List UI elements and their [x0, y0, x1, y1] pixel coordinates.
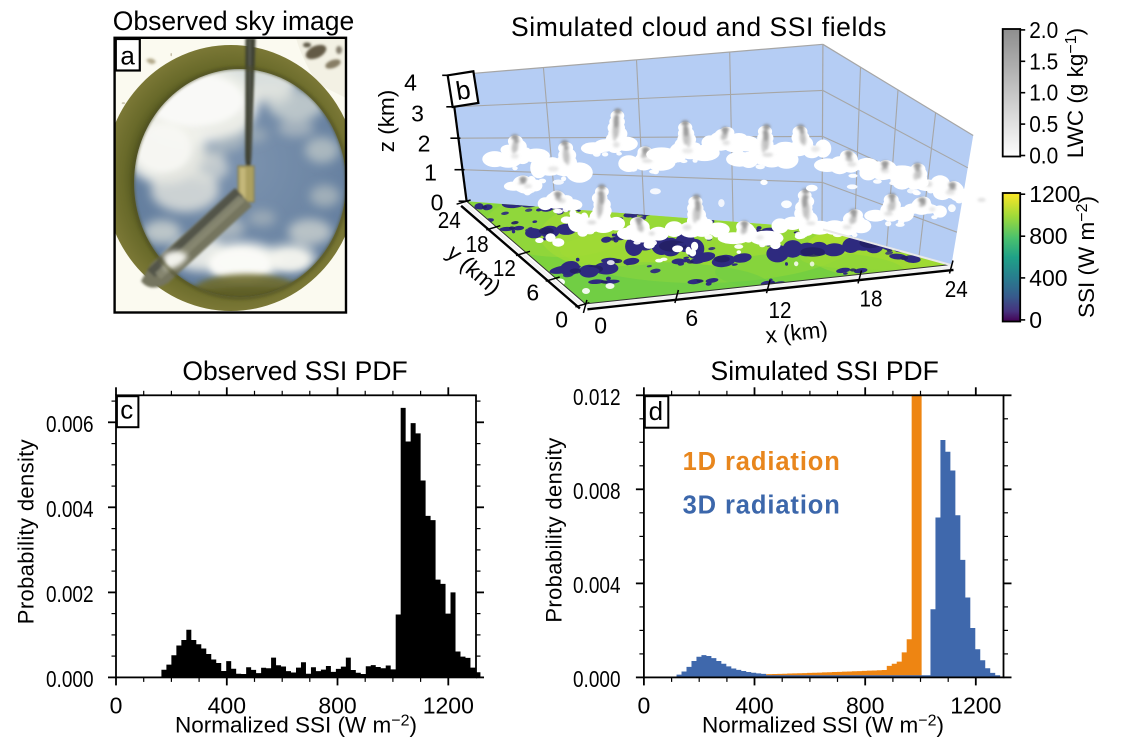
svg-text:2: 2 — [418, 130, 431, 156]
svg-text:0: 0 — [110, 693, 123, 719]
svg-text:1: 1 — [424, 160, 437, 186]
svg-text:400: 400 — [735, 693, 773, 719]
svg-text:18: 18 — [860, 286, 883, 312]
svg-text:0.008: 0.008 — [573, 478, 621, 504]
svg-text:3: 3 — [411, 100, 424, 126]
svg-text:0.012: 0.012 — [573, 384, 621, 410]
svg-text:400: 400 — [1029, 265, 1067, 291]
svg-text:1200: 1200 — [1029, 181, 1080, 207]
svg-text:Normalized SSI (W m−2): Normalized SSI (W m−2) — [175, 713, 417, 738]
svg-text:24: 24 — [945, 276, 968, 302]
svg-text:0.004: 0.004 — [46, 496, 94, 522]
svg-text:6: 6 — [526, 280, 539, 306]
svg-text:0.000: 0.000 — [46, 666, 94, 692]
svg-text:1200: 1200 — [423, 693, 474, 719]
svg-text:Observed SSI PDF: Observed SSI PDF — [182, 356, 407, 386]
svg-text:1.0: 1.0 — [1029, 80, 1058, 106]
svg-text:6: 6 — [685, 305, 698, 331]
svg-text:Normalized SSI (W m−2): Normalized SSI (W m−2) — [702, 713, 944, 738]
svg-text:18: 18 — [466, 231, 489, 257]
svg-text:4: 4 — [404, 70, 417, 96]
svg-text:0: 0 — [555, 306, 568, 332]
svg-text:800: 800 — [1029, 223, 1067, 249]
svg-text:0: 0 — [594, 313, 607, 339]
svg-text:Probability density: Probability density — [14, 439, 39, 624]
svg-text:Observed sky image: Observed sky image — [113, 6, 355, 36]
svg-text:24: 24 — [438, 207, 461, 233]
svg-text:400: 400 — [208, 693, 246, 719]
svg-text:800: 800 — [318, 693, 356, 719]
svg-text:1D radiation: 1D radiation — [683, 448, 841, 476]
svg-text:b: b — [454, 74, 473, 106]
svg-text:Simulated cloud and SSI fields: Simulated cloud and SSI fields — [511, 12, 887, 42]
svg-text:z (km): z (km) — [374, 90, 399, 152]
svg-text:0.5: 0.5 — [1029, 111, 1058, 137]
svg-text:3D radiation: 3D radiation — [683, 492, 841, 520]
svg-text:0.000: 0.000 — [573, 666, 621, 692]
svg-text:Simulated SSI PDF: Simulated SSI PDF — [711, 356, 939, 386]
svg-text:d: d — [649, 396, 663, 426]
svg-text:12: 12 — [769, 297, 792, 323]
svg-text:0.006: 0.006 — [46, 411, 94, 437]
svg-text:0: 0 — [1029, 307, 1042, 333]
svg-text:1200: 1200 — [950, 693, 1001, 719]
svg-text:0: 0 — [431, 190, 444, 216]
svg-text:800: 800 — [846, 693, 884, 719]
svg-text:a: a — [120, 40, 135, 70]
svg-text:Probability density: Probability density — [541, 437, 566, 622]
svg-text:0: 0 — [638, 693, 651, 719]
svg-text:c: c — [120, 395, 133, 425]
svg-text:0.004: 0.004 — [573, 572, 621, 598]
svg-text:2.0: 2.0 — [1029, 17, 1058, 43]
svg-text:0.002: 0.002 — [46, 581, 94, 607]
svg-text:12: 12 — [493, 255, 516, 281]
svg-text:1.5: 1.5 — [1029, 48, 1058, 74]
svg-text:0.0: 0.0 — [1029, 143, 1058, 169]
